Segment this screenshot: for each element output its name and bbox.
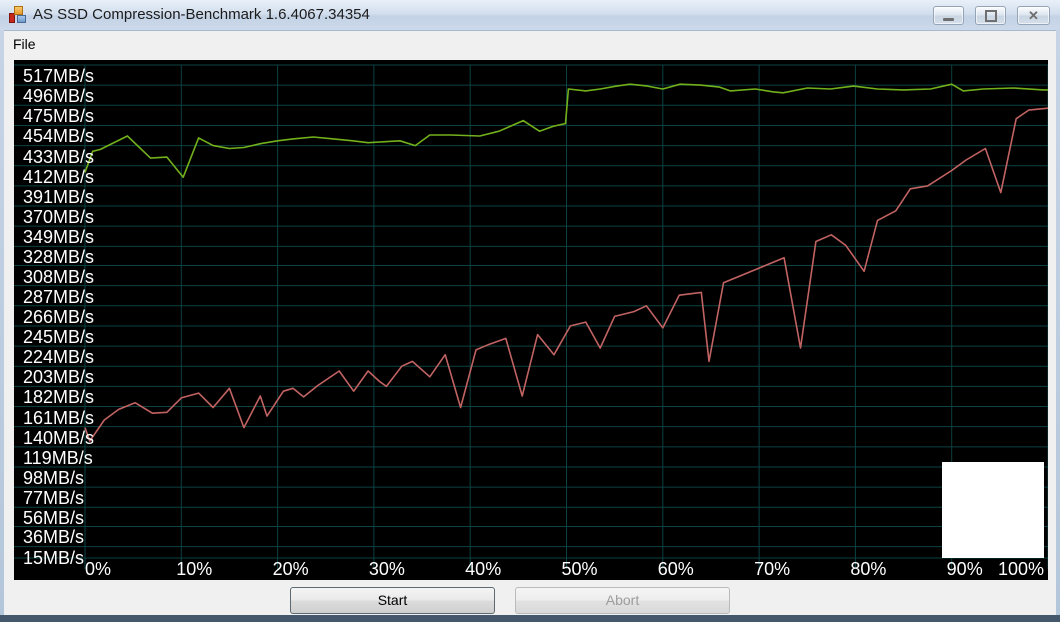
y-axis-tick-label: 56MB/s (23, 508, 85, 529)
x-axis-tick-label: 20% (272, 559, 309, 579)
window-border-left (0, 30, 4, 615)
blank-overlay-box (942, 462, 1044, 558)
y-axis-tick-label: 203MB/s (23, 367, 95, 388)
x-axis-tick-label: 40% (465, 559, 502, 579)
app-icon-blue-square (17, 15, 26, 23)
y-axis-tick-label: 391MB/s (23, 186, 95, 207)
window-border-bottom (0, 615, 1060, 622)
title-bar: AS SSD Compression-Benchmark 1.6.4067.34… (0, 0, 1060, 31)
y-axis-tick-label: 140MB/s (23, 427, 95, 448)
y-axis-tick-label: 15MB/s (23, 547, 85, 568)
y-axis-tick-label: 412MB/s (23, 166, 95, 187)
x-axis-tick-label: 30% (368, 559, 405, 579)
app-icon-red-bar (9, 13, 15, 23)
y-axis-tick-label: 349MB/s (23, 227, 95, 248)
close-icon: ✕ (1028, 8, 1039, 23)
y-axis-tick-label: 475MB/s (23, 106, 95, 127)
abort-button[interactable]: Abort (515, 587, 730, 614)
x-axis-tick-label: 60% (657, 559, 694, 579)
y-axis-tick-label: 266MB/s (23, 306, 95, 327)
y-axis-tick-label: 224MB/s (23, 347, 95, 368)
y-axis-tick-label: 161MB/s (23, 407, 95, 428)
x-axis-tick-label: 70% (754, 559, 791, 579)
read-speed-line (84, 83, 1048, 178)
minimize-button[interactable] (933, 6, 964, 25)
app-icon-yellow-square (14, 6, 23, 15)
menu-item-file[interactable]: File (13, 36, 36, 52)
x-axis-tick-label: 10% (176, 559, 213, 579)
x-axis-tick-label: 80% (850, 559, 887, 579)
menu-bar: File (4, 31, 1056, 58)
app-icon (9, 6, 27, 24)
y-axis-tick-label: 496MB/s (23, 86, 95, 107)
x-axis-tick-label: 100% (997, 559, 1044, 579)
start-button[interactable]: Start (290, 587, 495, 614)
y-axis-tick-label: 454MB/s (23, 126, 95, 147)
maximize-icon (984, 9, 997, 22)
minimize-icon (943, 17, 954, 21)
y-axis-tick-label: 182MB/s (23, 387, 95, 408)
maximize-button[interactable] (975, 6, 1006, 25)
benchmark-graph (14, 64, 1048, 569)
y-axis-tick-label: 287MB/s (23, 286, 95, 307)
write-speed-line (84, 107, 1048, 442)
y-axis-tick-label: 328MB/s (23, 247, 95, 268)
y-axis-tick-label: 245MB/s (23, 326, 95, 347)
chart-plot: 517MB/s 496MB/s 475MB/s 454MB/s 433MB/s 412MB… (14, 60, 1048, 580)
y-axis-tick-label: 98MB/s (23, 467, 85, 488)
window-border-right (1056, 30, 1060, 615)
x-axis-tick-label: 0% (84, 559, 112, 579)
y-axis-tick-label: 433MB/s (23, 146, 95, 167)
x-axis-tick-label: 90% (946, 559, 983, 579)
x-axis-tick-label: 50% (561, 559, 598, 579)
y-axis-tick-label: 308MB/s (23, 266, 95, 287)
y-axis-tick-label: 119MB/s (23, 447, 93, 468)
y-axis-tick-label: 517MB/s (23, 66, 95, 86)
y-axis-tick-label: 36MB/s (23, 527, 85, 548)
y-axis-tick-label: 370MB/s (23, 207, 95, 228)
y-axis-tick-label: 77MB/s (23, 488, 85, 509)
window-title: AS SSD Compression-Benchmark 1.6.4067.34… (33, 6, 370, 23)
close-button[interactable]: ✕ (1017, 6, 1050, 25)
